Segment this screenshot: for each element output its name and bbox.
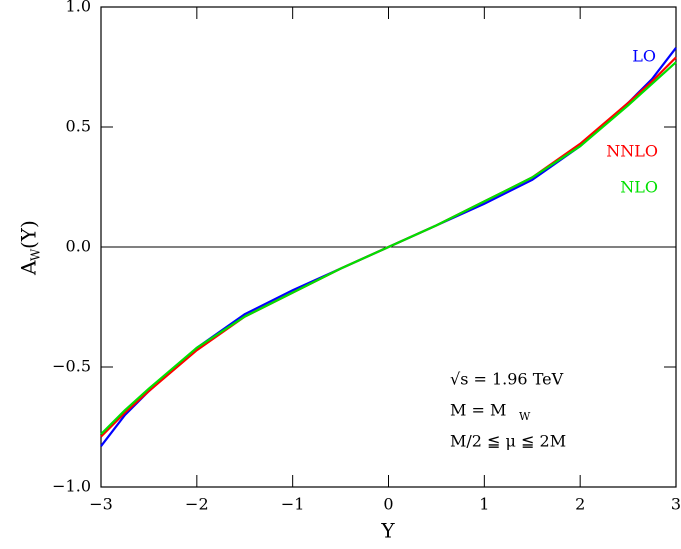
annotation: M = M <box>450 401 506 420</box>
annotation: √s = 1.96 TeV <box>450 370 564 389</box>
x-tick-label: −1 <box>281 495 305 514</box>
x-tick-label: 0 <box>383 495 393 514</box>
y-tick-label: −1.0 <box>52 477 91 496</box>
x-axis-label: Y <box>380 519 395 543</box>
y-axis-label: A W (Y) <box>17 220 43 276</box>
y-label-sub: W <box>29 248 43 261</box>
legend-label: NNLO <box>606 142 658 161</box>
legend-label: NLO <box>620 178 658 197</box>
y-tick-label: 0.0 <box>66 237 91 256</box>
x-tick-label: 3 <box>671 495 681 514</box>
annotation: M/2 ≦ μ ≦ 2M <box>450 432 566 451</box>
y-tick-label: 1.0 <box>66 0 91 16</box>
y-tick-label: 0.5 <box>66 117 91 136</box>
x-tick-label: 1 <box>479 495 489 514</box>
y-label-rest: (Y) <box>17 220 41 249</box>
x-tick-label: −2 <box>185 495 209 514</box>
x-tick-label: 2 <box>575 495 585 514</box>
legend-label: LO <box>632 47 656 66</box>
annotation: W <box>519 410 531 423</box>
y-label-main: A <box>17 260 41 276</box>
x-tick-label: −3 <box>89 495 113 514</box>
series-line <box>100 61 677 435</box>
y-tick-label: −0.5 <box>52 357 91 376</box>
